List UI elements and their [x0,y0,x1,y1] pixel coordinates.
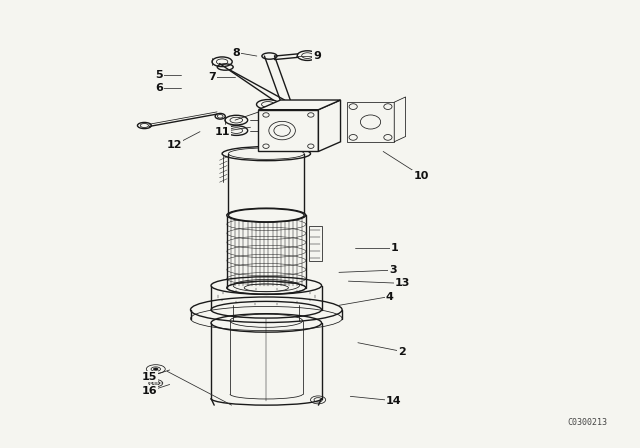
Text: 16: 16 [141,386,157,396]
Polygon shape [394,97,406,142]
Text: 15: 15 [142,371,157,382]
Text: 11: 11 [214,127,230,137]
Bar [347,102,394,142]
Bar [259,110,319,151]
Text: 3: 3 [389,265,396,275]
Text: 5: 5 [155,69,163,79]
Text: 9: 9 [313,51,321,61]
Text: 12: 12 [167,140,182,150]
Text: 4: 4 [385,292,394,302]
Text: 8: 8 [233,47,241,57]
Text: 10: 10 [413,171,429,181]
Text: C0300213: C0300213 [568,418,607,427]
Ellipse shape [227,208,306,222]
Text: 2: 2 [398,346,406,357]
Text: 6: 6 [155,83,163,93]
Text: 1: 1 [390,243,399,253]
Text: 7: 7 [209,72,216,82]
Text: 13: 13 [394,278,410,289]
Bar [309,226,321,261]
Ellipse shape [154,368,158,370]
Polygon shape [319,100,340,151]
Text: 14: 14 [386,396,402,406]
Polygon shape [259,100,340,110]
Ellipse shape [228,209,304,222]
